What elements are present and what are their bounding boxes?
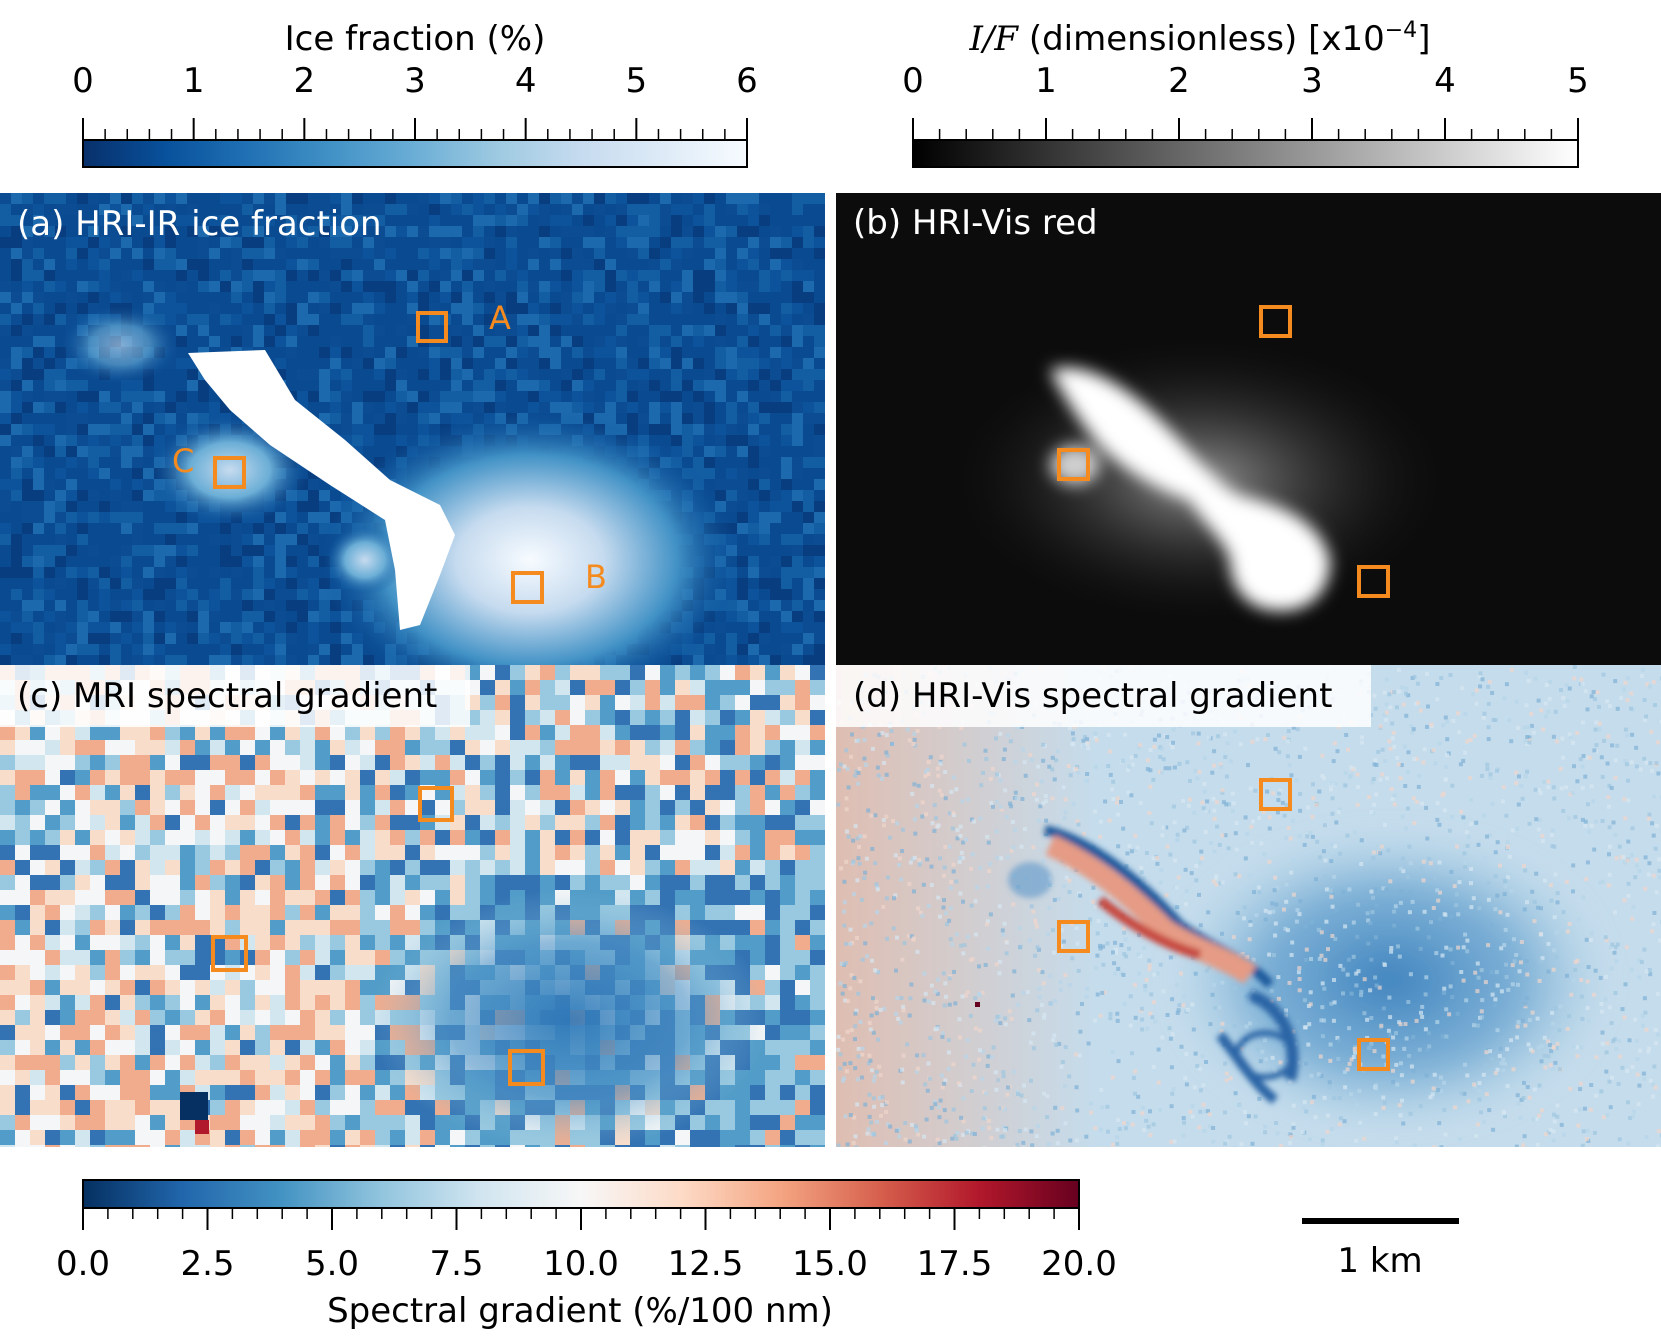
ice-fraction-colorbar-ticks: 0 1 2 3 4 5 6 — [72, 61, 758, 140]
if-tick-label: 5 — [1567, 61, 1589, 101]
region-b-marker-panel-d — [1357, 1038, 1390, 1071]
region-c-marker-panel-d — [1057, 920, 1090, 953]
region-a-marker-panel-c — [418, 786, 454, 822]
if-colorbar-title-close: ] — [1417, 19, 1430, 59]
if-colorbar-title: I/F (dimensionless) [x10−4] — [969, 18, 1431, 59]
region-a-marker-panel-d — [1259, 778, 1292, 811]
scale-bar-label: 1 km — [1337, 1241, 1422, 1281]
spectral-gradient-tick-label: 20.0 — [1041, 1244, 1117, 1284]
region-c-marker-panel-c — [211, 935, 248, 972]
if-colorbar-title-exponent: −4 — [1385, 18, 1417, 43]
region-b-marker-panel-a — [511, 571, 544, 604]
if-colorbar-bar — [912, 139, 1579, 168]
panel-d-label: (d) HRI-Vis spectral gradient — [853, 676, 1332, 716]
region-b-marker-panel-b — [1357, 565, 1390, 598]
ice-fraction-tick-label: 4 — [515, 61, 537, 101]
panel-d-label-box — [836, 665, 1371, 727]
panel-c-low-gradient-region — [370, 890, 770, 1147]
panel-b-label: (b) HRI-Vis red — [853, 203, 1098, 243]
spectral-gradient-colorbar: 0.0 2.5 5.0 7.5 10.0 12.5 15.0 17.5 20.0 Spectra… — [56, 1179, 1117, 1331]
region-a-label: A — [489, 299, 511, 337]
region-a-marker-panel-a — [416, 311, 448, 343]
panel-a-ice-blob-small — [325, 525, 405, 595]
region-c-marker-panel-b — [1057, 448, 1090, 481]
region-b-marker-panel-c — [508, 1049, 545, 1086]
panel-d-hot-pixel — [975, 1002, 980, 1007]
if-tick-label: 2 — [1168, 61, 1190, 101]
ice-fraction-colorbar-bar — [82, 139, 748, 168]
panel-c-mri-spectral-gradient: (c) MRI spectral gradient — [0, 665, 825, 1147]
spectral-gradient-tick-label: 12.5 — [668, 1244, 744, 1284]
spectral-gradient-colorbar-title: Spectral gradient (%/100 nm) — [327, 1291, 833, 1331]
ice-fraction-colorbar-title: Ice fraction (%) — [285, 19, 546, 59]
if-colorbar-ticks: 0 1 2 3 4 5 — [902, 61, 1589, 140]
panel-a-label: (a) HRI-IR ice fraction — [17, 204, 382, 244]
spectral-gradient-tick-label: 7.5 — [429, 1244, 483, 1284]
panel-b-hri-vis-red: (b) HRI-Vis red — [836, 193, 1661, 665]
panel-a-ice-blob-left — [60, 305, 180, 385]
ice-fraction-tick-label: 3 — [404, 61, 426, 101]
spectral-gradient-colorbar-ticks: 0.0 2.5 5.0 7.5 10.0 12.5 15.0 17.5 20.0 — [56, 1208, 1117, 1284]
spectral-gradient-tick-label: 15.0 — [792, 1244, 868, 1284]
region-c-marker-panel-a — [213, 456, 246, 489]
if-colorbar-title-rest: (dimensionless) [x10 — [1018, 19, 1385, 59]
scale-bar: 1 km — [1302, 1218, 1459, 1281]
panel-d-noise — [836, 665, 1661, 1147]
ice-fraction-tick-label: 6 — [736, 61, 758, 101]
if-tick-label: 1 — [1035, 61, 1057, 101]
if-tick-label: 4 — [1434, 61, 1456, 101]
region-b-label: B — [585, 558, 607, 596]
panel-a-ice-fraction: (a) HRI-IR ice fraction A B C — [0, 193, 825, 665]
if-tick-label: 0 — [902, 61, 924, 101]
if-colorbar-title-italic: I/F — [969, 19, 1020, 59]
spectral-gradient-tick-label: 2.5 — [180, 1244, 234, 1284]
region-c-label: C — [172, 442, 194, 480]
ice-fraction-colorbar: Ice fraction (%) 0 1 2 3 4 5 6 — [72, 19, 758, 168]
ice-fraction-tick-label: 0 — [72, 61, 94, 101]
panel-c-label: (c) MRI spectral gradient — [17, 676, 437, 716]
region-a-marker-panel-b — [1259, 305, 1292, 338]
panel-a-nucleus-mask — [188, 350, 455, 630]
ice-fraction-tick-label: 5 — [626, 61, 648, 101]
panel-c-label-box — [0, 665, 470, 727]
panel-d-nucleus-features — [1008, 825, 1299, 1104]
ice-fraction-tick-label: 1 — [183, 61, 205, 101]
spectral-gradient-colorbar-bar — [82, 1179, 1080, 1209]
panel-d-hri-vis-spectral-gradient: (d) HRI-Vis spectral gradient — [836, 665, 1661, 1147]
spectral-gradient-tick-label: 5.0 — [305, 1244, 359, 1284]
spectral-gradient-tick-label: 17.5 — [917, 1244, 993, 1284]
spectral-gradient-tick-label: 0.0 — [56, 1244, 110, 1284]
if-colorbar: I/F (dimensionless) [x10−4] 0 1 2 3 4 5 — [902, 18, 1589, 168]
if-tick-label: 3 — [1301, 61, 1323, 101]
ice-fraction-tick-label: 2 — [294, 61, 316, 101]
spectral-gradient-tick-label: 10.0 — [543, 1244, 619, 1284]
